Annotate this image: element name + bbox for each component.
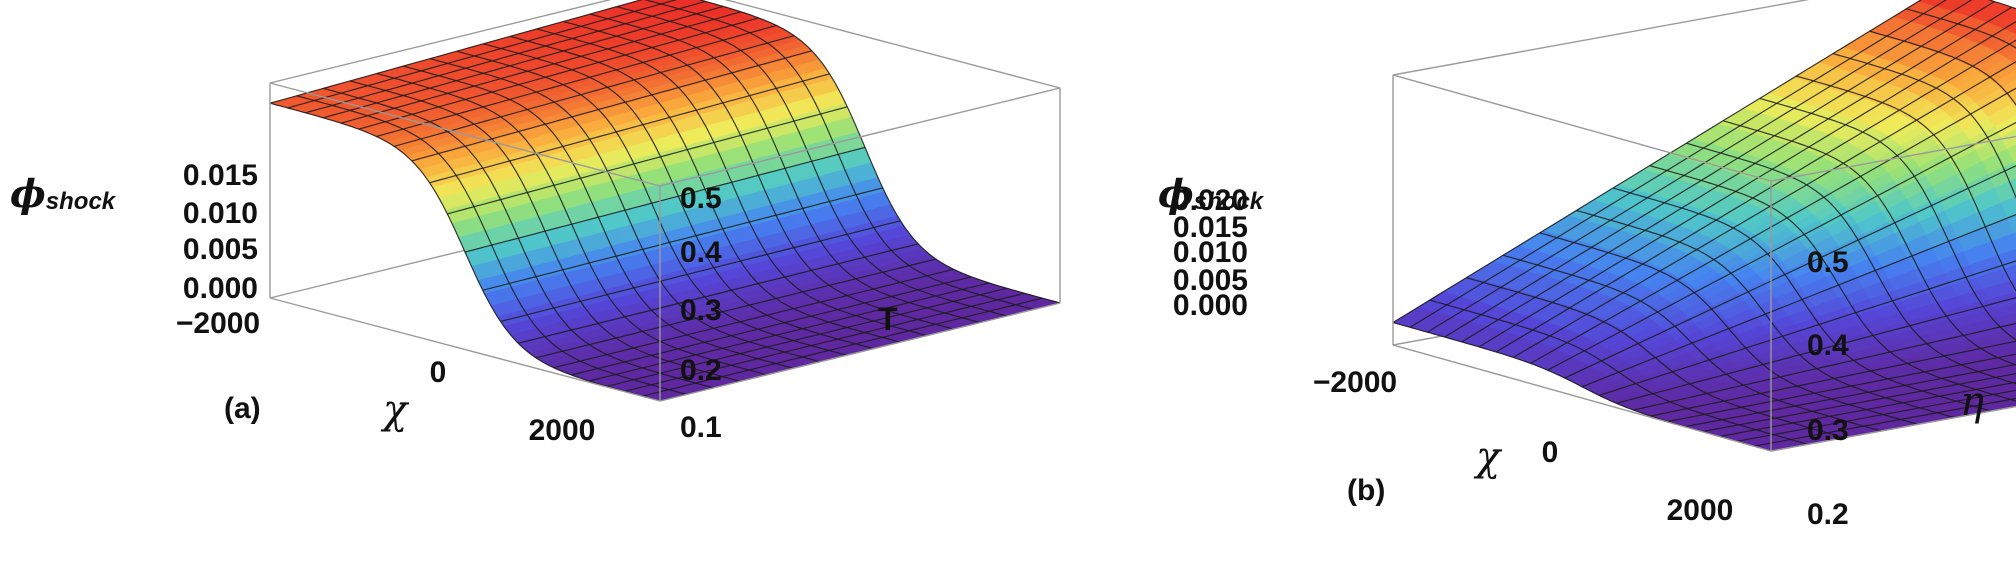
y-axis-label: T	[878, 301, 898, 337]
x-tick-label: −2000	[176, 307, 260, 340]
z-axis-label: ϕshock	[1158, 171, 1265, 216]
surface	[268, 0, 1061, 402]
x-tick-label: 2000	[1667, 494, 1734, 527]
z-tick-label: 0.000	[1173, 289, 1248, 322]
z-axis-label: ϕshock	[10, 171, 117, 216]
y-tick-label: 0.2	[1807, 498, 1849, 531]
x-axis-label: χ	[380, 387, 410, 433]
x-tick-label: −2000	[1313, 366, 1397, 399]
y-tick-label: 0.5	[1807, 246, 1849, 279]
z-axis-subscript: shock	[46, 188, 117, 215]
y-tick-label: 0.2	[680, 354, 722, 387]
panel-label: (a)	[224, 392, 261, 425]
z-tick-label: 0.000	[183, 272, 258, 305]
y-tick-label: 0.3	[1807, 414, 1849, 447]
z-axis-subscript: shock	[1194, 188, 1265, 215]
z-tick-label: 0.015	[183, 159, 258, 192]
y-tick-label: 0.3	[680, 294, 722, 327]
z-tick-label: 0.005	[183, 233, 258, 266]
x-axis-label: χ	[1473, 434, 1503, 480]
y-tick-label: 0.5	[680, 182, 722, 215]
z-axis-symbol: ϕ	[1158, 171, 1194, 216]
x-tick-label: 2000	[529, 414, 596, 447]
surface	[1392, 0, 2016, 452]
z-tick-label: 0.015	[1173, 211, 1248, 244]
panel-label: (b)	[1347, 474, 1385, 507]
x-tick-label: 0	[430, 356, 447, 389]
z-tick-label: 0.020	[1173, 184, 1248, 217]
bounding-box-front	[269, 82, 1061, 402]
z-tick-label: 0.010	[1173, 236, 1248, 269]
y-tick-label: 0.1	[680, 411, 722, 444]
y-tick-label: 0.4	[1807, 329, 1849, 362]
z-tick-label: 0.010	[183, 197, 258, 230]
bounding-box-front	[1392, 74, 2016, 452]
z-axis-symbol: ϕ	[10, 171, 46, 216]
y-axis-label: η	[1960, 379, 1984, 425]
z-tick-label: 0.005	[1173, 264, 1248, 297]
x-tick-label: 0	[1542, 436, 1559, 469]
y-tick-label: 0.4	[680, 236, 722, 269]
